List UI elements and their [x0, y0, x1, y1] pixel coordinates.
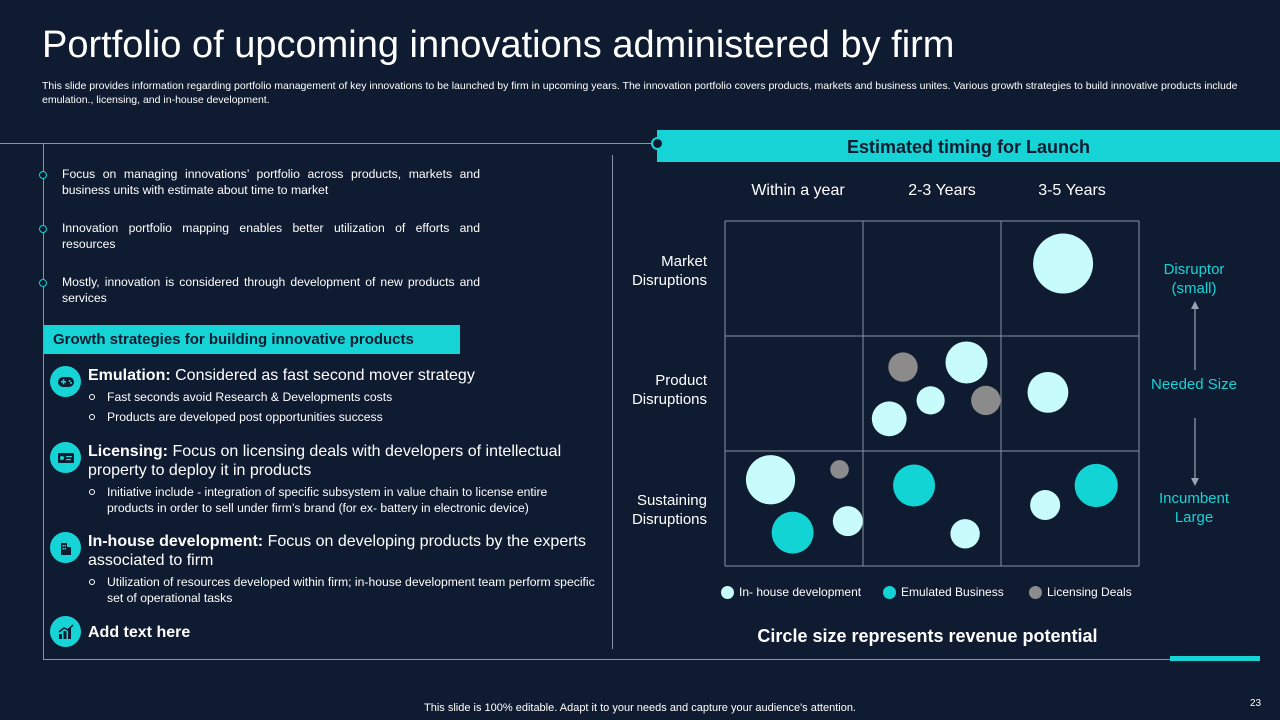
- bullet-dot-icon: [39, 279, 47, 287]
- col-label: 2-3 Years: [908, 182, 976, 199]
- arrow-up-icon: [1191, 301, 1199, 309]
- center-divider: [612, 155, 613, 649]
- side-label-top: Disruptor (small): [1163, 261, 1225, 297]
- bubble-point: [871, 401, 907, 437]
- bottom-border: [43, 659, 1260, 660]
- bubble-point: [1027, 371, 1069, 413]
- legend-dot-icon: [721, 585, 734, 599]
- chart-title: Estimated timing for Launch: [657, 130, 1280, 162]
- strategy-subpoint: Initiative include - integration of spec…: [88, 484, 595, 516]
- bubble-point: [916, 386, 945, 415]
- chart-caption: Circle size represents revenue potential: [757, 626, 1098, 646]
- legend-item: Emulated Business: [883, 585, 1004, 599]
- bubble-point: [971, 385, 1001, 416]
- bubble-point: [945, 341, 988, 384]
- bubble-point: [830, 460, 849, 479]
- bullet-item: Focus on managing innovations’ portfolio…: [39, 166, 480, 198]
- strategy-emulation: Emulation: Considered as fast second mov…: [50, 366, 595, 425]
- intro-bullets: Focus on managing innovations’ portfolio…: [39, 166, 480, 328]
- strategy-subpoint: Utilization of resources developed withi…: [88, 574, 595, 606]
- controller-icon: [50, 366, 81, 397]
- row-label: Product Disruptions: [631, 372, 707, 408]
- bubble-point: [1033, 233, 1094, 294]
- footer-text: This slide is 100% editable. Adapt it to…: [424, 702, 856, 714]
- strategy-heading: Emulation: Considered as fast second mov…: [88, 367, 475, 384]
- bubble-point: [1074, 463, 1118, 508]
- legend-item: In- house development: [721, 585, 861, 599]
- top-divider: [0, 143, 655, 144]
- strategy-subpoint: Products are developed post opportunitie…: [88, 409, 595, 425]
- bubble-point: [745, 455, 796, 505]
- strategy-subpoint: Fast seconds avoid Research & Developmen…: [88, 389, 595, 405]
- license-card-icon: [50, 442, 81, 473]
- left-border: [43, 143, 44, 660]
- page-number: 23: [1250, 698, 1262, 709]
- row-label: Market Disruptions: [631, 253, 707, 289]
- page-title: Portfolio of upcoming innovations admini…: [42, 24, 955, 66]
- bullet-item: Mostly, innovation is considered through…: [39, 274, 480, 306]
- col-label: 3-5 Years: [1038, 182, 1106, 199]
- strategy-licensing: Licensing: Focus on licensing deals with…: [50, 442, 595, 516]
- bullet-dot-icon: [39, 225, 47, 233]
- arrow-down-icon: [1191, 478, 1199, 486]
- size-arrows: [1191, 301, 1199, 486]
- row-label: Sustaining Disruptions: [631, 492, 707, 528]
- bubble-point: [950, 519, 980, 549]
- bubble-point: [893, 464, 936, 507]
- col-label: Within a year: [751, 182, 845, 199]
- bullet-dot-icon: [39, 171, 47, 179]
- bubble-point: [832, 506, 863, 537]
- legend-dot-icon: [883, 585, 896, 599]
- accent-bar: [1170, 656, 1260, 661]
- strategy-inhouse: In-house development: Focus on developin…: [50, 532, 595, 606]
- strategy-heading: Add text here: [88, 624, 191, 641]
- bullet-item: Innovation portfolio mapping enables bet…: [39, 220, 480, 252]
- page-subtitle: This slide provides information regardin…: [42, 80, 1238, 106]
- strategy-add-text: Add text here: [50, 616, 595, 647]
- bubble-point: [1030, 490, 1061, 521]
- bubble-point: [888, 352, 918, 382]
- legend-dot-icon: [1029, 585, 1042, 599]
- strategy-heading: In-house development: Focus on developin…: [88, 533, 586, 569]
- connector-knob-icon: [651, 137, 664, 150]
- growth-chart-icon: [50, 616, 81, 647]
- bubble-point: [771, 511, 814, 554]
- building-icon: [50, 532, 81, 563]
- strategy-heading: Licensing: Focus on licensing deals with…: [88, 443, 562, 479]
- side-label-bottom: Incumbent Large: [1158, 490, 1230, 526]
- legend-item: Licensing Deals: [1029, 585, 1132, 599]
- growth-heading: Growth strategies for building innovativ…: [44, 325, 460, 354]
- side-label-middle: Needed Size: [1151, 376, 1237, 393]
